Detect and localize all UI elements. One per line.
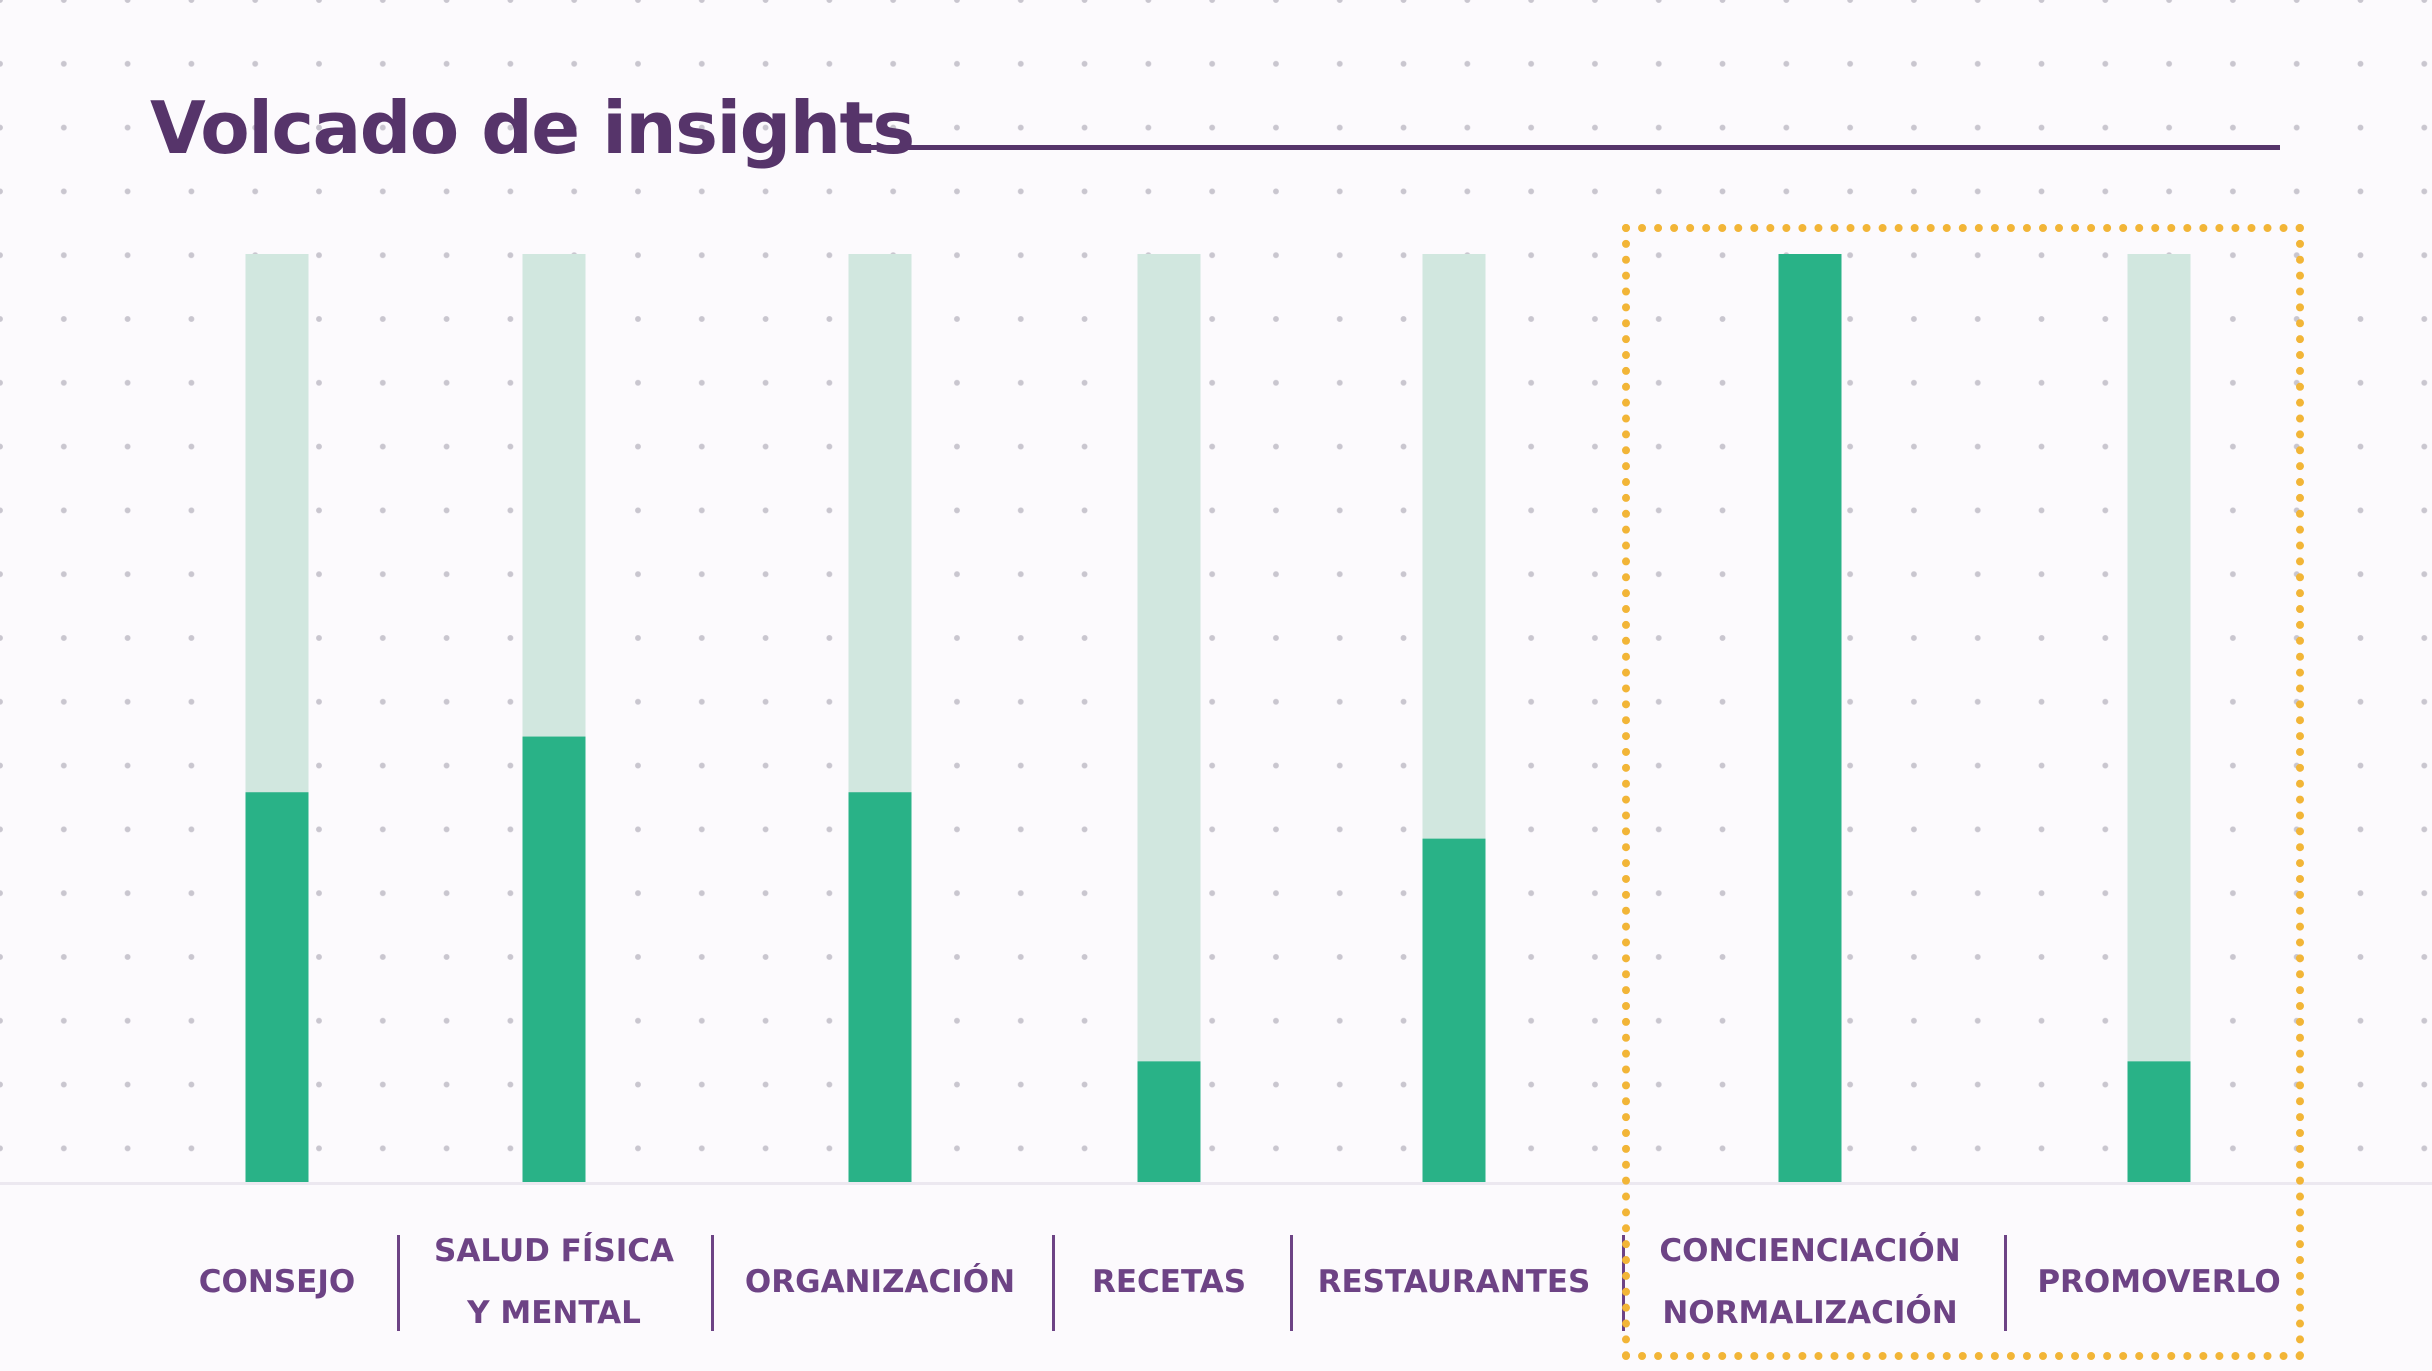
category-label-2: ORGANIZACIÓN	[744, 1264, 1016, 1300]
category-separator-1	[710, 1235, 714, 1331]
bar-3	[1137, 1061, 1201, 1182]
category-label-0: CONSEJO	[198, 1264, 356, 1300]
category-separator-5	[2003, 1235, 2007, 1331]
bar-track-3	[1137, 254, 1201, 1182]
highlight-box	[1622, 224, 2304, 1360]
category-separator-3	[1289, 1235, 1293, 1331]
bar-0	[245, 792, 309, 1182]
category-label-6: PROMOVERLO	[2037, 1264, 2281, 1300]
bar-track-6	[2127, 254, 2191, 1182]
category-label-5: CONCIENCIACIÓN NORMALIZACIÓN	[1659, 1233, 1961, 1331]
category-label-1: SALUD FÍSICA Y MENTAL	[434, 1233, 674, 1331]
title-underline	[868, 145, 2280, 150]
category-label-band	[0, 1182, 2432, 1371]
chart-title: Volcado de insights	[150, 86, 915, 170]
category-separator-2	[1051, 1235, 1055, 1331]
bar-5	[1778, 254, 1842, 1182]
bar-1	[522, 736, 586, 1182]
bar-6	[2127, 1061, 2191, 1182]
category-separator-0	[396, 1235, 400, 1331]
bar-2	[848, 792, 912, 1182]
bar-chart	[245, 254, 2191, 1182]
category-label-4: RESTAURANTES	[1317, 1264, 1591, 1300]
bar-4	[1422, 838, 1486, 1182]
category-label-3: RECETAS	[1091, 1264, 1247, 1300]
